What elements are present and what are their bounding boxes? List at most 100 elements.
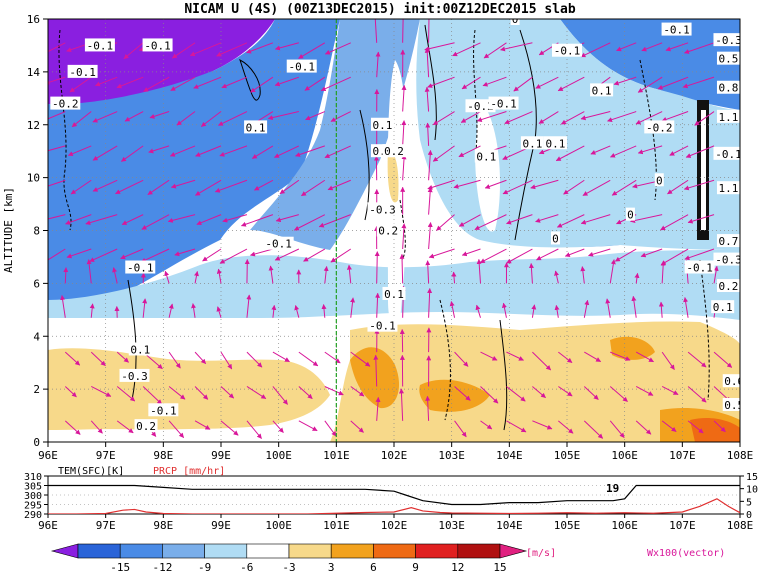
wind-vector (453, 179, 481, 189)
contour-label: 0.2 (719, 280, 739, 293)
wind-vector (116, 386, 136, 402)
contour-label: 0.2 (136, 420, 156, 433)
wind-vector (216, 42, 248, 57)
contour-label: 0.1 (246, 121, 266, 134)
wind-vector (116, 351, 129, 363)
wind-vector (193, 76, 222, 89)
wind-vector (476, 258, 482, 284)
contour-label-bg (370, 117, 394, 131)
contour-line (639, 59, 657, 201)
wind-vector (274, 42, 299, 51)
contour-label: -0.2 (52, 98, 79, 111)
wind-vector (401, 84, 407, 112)
wind-vector (168, 351, 181, 369)
wind-vector (454, 420, 467, 438)
wind-vector (116, 420, 134, 434)
contour-label-bg (263, 236, 294, 250)
wind-vector (373, 354, 379, 387)
wind-vector (350, 297, 356, 318)
contour-label: -0.1 (150, 404, 177, 417)
wind-vector (95, 76, 118, 87)
wind-vector (267, 111, 299, 121)
wind-vector (611, 179, 637, 196)
contour-label: 0.1 (130, 343, 150, 356)
lower-right-tick-label: 15 (746, 472, 758, 483)
contour-label: 0.2 (384, 145, 404, 158)
shading-blue-topright (560, 19, 740, 110)
wind-vector (305, 111, 325, 121)
wind-vector (584, 351, 602, 363)
contour-label: -0.3 (715, 254, 742, 267)
colorbar-segment (330, 543, 374, 559)
wind-vector (272, 386, 288, 405)
contour-label: -0.1 (288, 61, 315, 74)
wind-vector (246, 42, 274, 54)
surface-panel: 19 TEM(SFC)[K] PRCP [mm/hr] (47, 466, 741, 515)
wind-vector (304, 76, 326, 91)
lower-x-tick-label: 100E (265, 519, 292, 532)
wind-vector (48, 145, 66, 152)
contour-label-bg (590, 83, 614, 97)
wind-vector (63, 267, 69, 284)
right-axis-label: PRCP [mm/hr] (153, 466, 225, 477)
x-tick-label: 99E (211, 449, 231, 462)
wind-vector (713, 420, 726, 433)
wind-vector (687, 214, 715, 224)
colorbar-tick-label: 3 (328, 561, 335, 574)
colorbar-tick-label: -6 (240, 561, 253, 574)
wind-vector (506, 214, 533, 225)
left-axis-label: TEM(SFC)[K] (58, 466, 124, 477)
wind-vector (176, 111, 196, 126)
wind-vector (85, 214, 118, 226)
wind-vector (558, 351, 573, 364)
colorbar-segment (119, 543, 163, 559)
lower-left-tick-label: 290 (24, 510, 42, 521)
contour-line (699, 259, 710, 401)
wind-vector (92, 179, 118, 192)
contour-label: -0.1 (127, 262, 154, 275)
wind-vector (580, 214, 611, 225)
wind-vector (660, 214, 689, 231)
contour-label: 0.6 (724, 375, 744, 388)
contour-label-bg (711, 300, 735, 314)
wind-vector (424, 42, 455, 52)
lower-x-tick-label: 96E (38, 519, 58, 532)
x-tick-label: 105E (554, 449, 581, 462)
contour-line (58, 29, 72, 231)
wind-vector (220, 386, 235, 399)
wind-vector (274, 248, 300, 261)
lower-x-tick-label: 99E (211, 519, 231, 532)
contour-labels: -0.1 -0.1-0.1-0.2-0.10.1 0.10.20.2-0.30.2-… (50, 19, 744, 433)
wind-vector (250, 76, 274, 93)
colorbar-tick-label: -12 (152, 561, 172, 574)
y-tick-label: 4 (33, 330, 40, 343)
wind-vector (298, 420, 318, 432)
contour-label: -0.3 (369, 203, 396, 216)
lower-x-tick-label: 98E (153, 519, 173, 532)
wind-vector (214, 179, 248, 193)
wind-vector (531, 304, 537, 318)
wind-vector (121, 214, 144, 226)
contour-label: -0.3 (121, 370, 148, 383)
wind-vector (274, 145, 300, 158)
wind-vector (168, 386, 186, 400)
wind-vector (713, 265, 719, 284)
gridlines (48, 19, 740, 442)
wind-vector (609, 259, 616, 284)
wind-vector (424, 47, 430, 78)
wind-vector (530, 179, 559, 190)
wind-vector (687, 386, 707, 403)
colorbar-tick-label: 6 (370, 561, 377, 574)
wind-vector (65, 214, 92, 225)
wind-vector (48, 179, 66, 187)
lower-left-tick-label: 295 (24, 501, 42, 512)
contour-label-bg (552, 43, 582, 57)
wind-vector (169, 145, 196, 157)
wind-vector (195, 145, 222, 157)
contour-label-bg (644, 120, 675, 134)
wind-vector (687, 420, 704, 434)
lower-y-axis-right: 0 510 15 (740, 472, 758, 521)
contour-label: 0.1 (476, 150, 496, 163)
lower-left-tick-label: 300 (24, 491, 42, 502)
